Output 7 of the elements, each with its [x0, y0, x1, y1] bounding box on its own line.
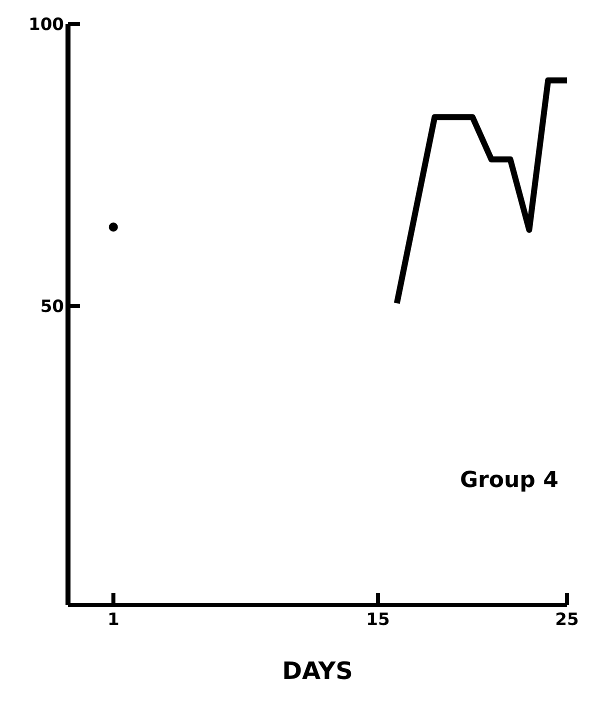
x-axis-title: DAYS: [282, 657, 353, 685]
x-tick-label: 15: [366, 610, 390, 630]
x-tick-label: 25: [555, 610, 579, 630]
annotation: Group 4: [460, 468, 558, 493]
y-tick-label: 100: [28, 15, 64, 36]
y-tick-label: 50: [40, 297, 64, 318]
x-tick-label: 1: [107, 610, 120, 630]
